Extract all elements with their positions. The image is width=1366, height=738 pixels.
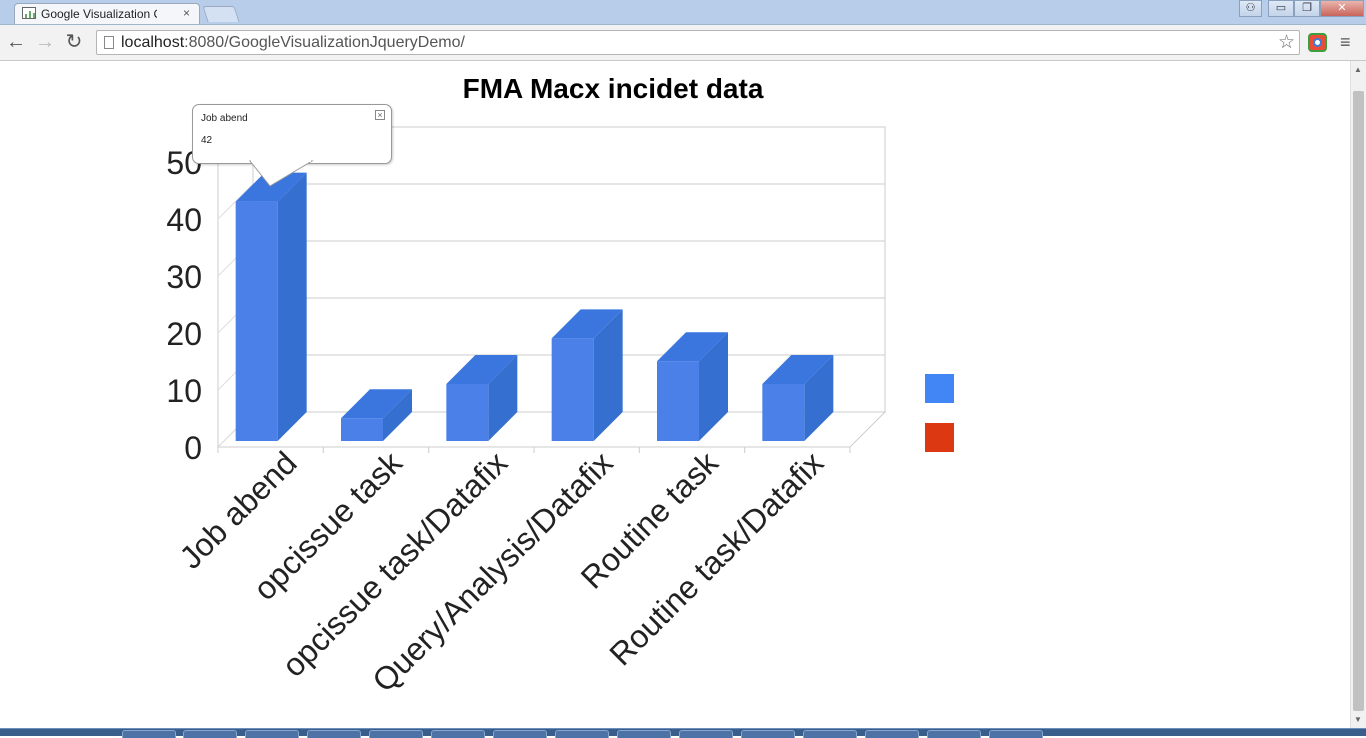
- y-tick-label: 30: [166, 259, 202, 295]
- reload-icon[interactable]: ↻: [65, 31, 83, 53]
- windows-taskbar: [0, 728, 1366, 738]
- menu-icon[interactable]: ≡: [1340, 32, 1351, 52]
- y-tick-label: 10: [166, 373, 202, 409]
- bar: [762, 384, 805, 441]
- bar: [235, 201, 278, 441]
- bar: [341, 418, 383, 441]
- taskbar-item[interactable]: [369, 730, 423, 738]
- bar-top: [446, 355, 518, 384]
- legend-swatch-series-2[interactable]: [925, 423, 954, 452]
- taskbar-item[interactable]: [245, 730, 299, 738]
- taskbar-item[interactable]: [679, 730, 733, 738]
- back-arrow-icon[interactable]: ←: [6, 31, 26, 53]
- legend-swatch-series-1[interactable]: [925, 374, 954, 403]
- user-profile-button[interactable]: ⚇: [1239, 0, 1262, 17]
- maximize-button[interactable]: ❐: [1294, 0, 1320, 17]
- scroll-down-arrow-icon[interactable]: ▼: [1354, 715, 1362, 724]
- taskbar-item[interactable]: [803, 730, 857, 738]
- browser-toolbar: ← → ↻ localhost:8080/GoogleVisualization…: [0, 25, 1366, 61]
- taskbar-item[interactable]: [927, 730, 981, 738]
- chrome-extension-icon[interactable]: [1308, 33, 1327, 52]
- scrollbar-thumb[interactable]: [1353, 91, 1364, 711]
- new-tab-button[interactable]: [202, 6, 240, 22]
- scroll-up-arrow-icon[interactable]: ▲: [1354, 65, 1362, 74]
- bar-side: [699, 332, 728, 441]
- bookmark-star-icon[interactable]: ☆: [1277, 32, 1295, 53]
- bar: [551, 338, 594, 441]
- page-icon: [104, 36, 114, 49]
- browser-title-bar: Google Visualization Char × ⚇ ▭ ❐ ✕: [0, 0, 1366, 25]
- bar-top: [235, 172, 307, 202]
- taskbar-item[interactable]: [183, 730, 237, 738]
- bar-top: [551, 309, 623, 339]
- chart-favicon-icon: [22, 7, 36, 19]
- bar-side: [277, 172, 307, 441]
- url-text[interactable]: localhost:8080/GoogleVisualizationJquery…: [121, 34, 465, 52]
- bar-top: [341, 389, 412, 419]
- chart-tooltip: Job abend 42 ×: [192, 104, 392, 164]
- bar-side: [383, 389, 412, 441]
- tab-title: Google Visualization Char: [41, 7, 157, 21]
- tooltip-close-icon[interactable]: ×: [375, 110, 385, 120]
- bar-side: [488, 355, 518, 441]
- page-content: FMA Macx incidet data 0 10 20 30 40 50 Job abe…: [0, 61, 1350, 728]
- taskbar-item[interactable]: [122, 730, 176, 738]
- taskbar-item[interactable]: [741, 730, 795, 738]
- bar-side: [804, 355, 834, 441]
- address-bar[interactable]: localhost:8080/GoogleVisualizationJquery…: [96, 30, 1300, 55]
- bar-side: [593, 309, 623, 441]
- bar-top: [762, 355, 834, 384]
- taskbar-item[interactable]: [307, 730, 361, 738]
- gridline-side: [217, 183, 254, 220]
- tab-close-icon[interactable]: ×: [183, 6, 191, 20]
- url-path: :8080/GoogleVisualizationJqueryDemo/: [184, 34, 465, 51]
- bar-top: [657, 332, 728, 362]
- y-tick-label: 0: [184, 430, 202, 466]
- taskbar-item[interactable]: [617, 730, 671, 738]
- taskbar-item[interactable]: [989, 730, 1043, 738]
- tooltip-tail: [248, 160, 314, 187]
- taskbar-item[interactable]: [431, 730, 485, 738]
- taskbar-item[interactable]: [865, 730, 919, 738]
- browser-tab[interactable]: Google Visualization Char ×: [14, 3, 200, 24]
- y-tick-label: 20: [166, 316, 202, 352]
- forward-arrow-icon[interactable]: →: [35, 31, 55, 53]
- chart-title: FMA Macx incidet data: [462, 73, 764, 104]
- y-tick-label: 40: [166, 202, 202, 238]
- tooltip-value: 42: [201, 135, 213, 146]
- taskbar-item[interactable]: [555, 730, 609, 738]
- tooltip-label: Job abend: [201, 113, 248, 124]
- bar: [446, 384, 489, 441]
- minimize-button[interactable]: ▭: [1268, 0, 1294, 17]
- url-host: localhost: [121, 34, 185, 51]
- vertical-scrollbar[interactable]: ▲ ▼: [1350, 61, 1366, 728]
- bar: [657, 361, 699, 441]
- taskbar-item[interactable]: [493, 730, 547, 738]
- close-window-button[interactable]: ✕: [1320, 0, 1364, 17]
